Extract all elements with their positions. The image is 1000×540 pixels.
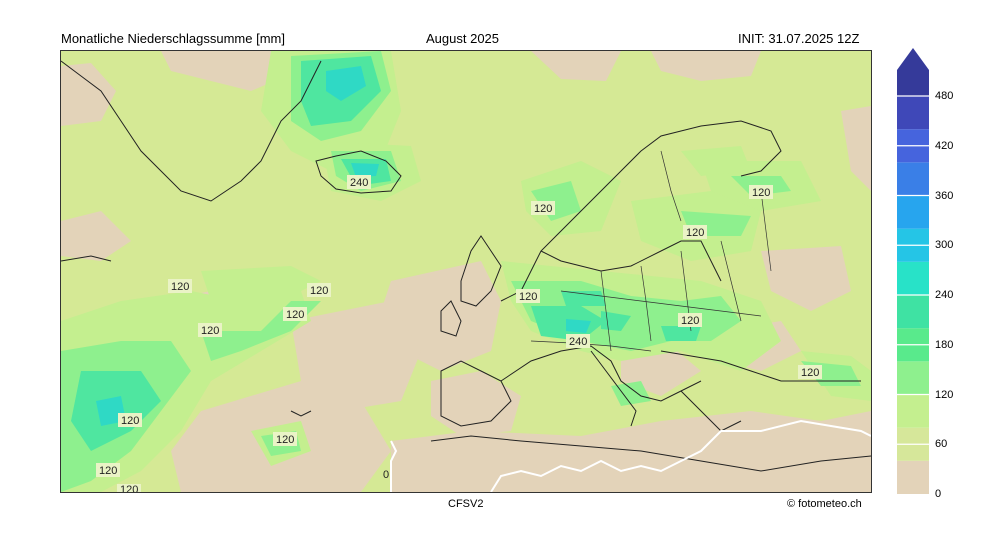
contour-label-finland: 120: [749, 185, 773, 199]
colorbar-tick-label: 240: [935, 289, 954, 301]
colorbar-blocks: [897, 70, 929, 494]
colorbar-segment: [897, 460, 929, 494]
colorbar-segment: [897, 394, 929, 428]
svg-text:120: 120: [201, 325, 219, 337]
contour-label-atlantic-mid-2: 120: [283, 307, 307, 321]
colorbar-segment: [897, 295, 929, 329]
svg-text:120: 120: [121, 415, 139, 427]
contour-label-atlantic-sw-2: 120: [96, 463, 120, 477]
contour-label-caucasus: 120: [798, 365, 822, 379]
contour-label-atlantic-mid-3: 120: [198, 323, 222, 337]
contour-label-poland: 120: [678, 313, 702, 327]
colorbar-tick-label: 60: [935, 438, 948, 451]
colorbar-tick-label: 0: [935, 488, 942, 500]
colorbar-overflow-arrow: [897, 48, 929, 70]
svg-text:120: 120: [534, 203, 552, 215]
contour-label-atlantic-mid-1: 120: [307, 283, 331, 297]
colorbar-segment: [897, 70, 929, 96]
contour-label-norway: 120: [531, 201, 555, 215]
coastlines: [61, 60, 871, 472]
colorbar-segment: [897, 361, 929, 395]
svg-text:120: 120: [276, 434, 294, 446]
init-time-label: INIT: 31.07.2025 12Z: [738, 31, 860, 46]
contour-label-alps: 240: [566, 334, 590, 348]
colorbar-tick-label: 300: [935, 239, 954, 252]
colorbar-tick-lines: [897, 95, 929, 445]
colorbar-tick-label: 120: [935, 388, 954, 401]
colorbar-tick-label: 180: [935, 338, 954, 351]
map-canvas: 240 120 120 120 120 120 120 120 120 240 …: [61, 51, 871, 492]
svg-text:240: 240: [350, 177, 368, 189]
svg-text:120: 120: [681, 315, 699, 327]
svg-text:0: 0: [383, 469, 389, 481]
contour-label-benelux: 120: [516, 289, 540, 303]
precipitation-map: 240 120 120 120 120 120 120 120 120 240 …: [60, 50, 872, 493]
svg-text:120: 120: [171, 281, 189, 293]
svg-text:120: 120: [519, 291, 537, 303]
colorbar-segment: [897, 162, 929, 196]
contour-label-sahara: 0: [383, 469, 389, 481]
contour-label-iceland: 240: [347, 175, 371, 189]
contour-label-atlantic-sw: 120: [118, 413, 142, 427]
svg-text:120: 120: [120, 484, 138, 492]
credit-label: © fotometeo.ch: [787, 498, 862, 510]
contour-label-baltic: 120: [683, 225, 707, 239]
chart-title: Monatliche Niederschlagssumme [mm]: [61, 31, 285, 46]
colorbar-tick-label: 360: [935, 189, 954, 202]
contour-label-atlantic-s: 120: [273, 432, 297, 446]
period-label: August 2025: [426, 31, 500, 46]
colorbar-segment: [897, 195, 929, 229]
contour-label-atlantic-north: 120: [168, 279, 192, 293]
contour-label-group: 240 120 120 120 120 120 120 120 120 240 …: [96, 175, 822, 492]
zero-contour: [390, 419, 871, 492]
colorbar-tick-label: 480: [935, 90, 954, 102]
contour-label-atlantic-sw-3: 120: [117, 484, 141, 492]
svg-text:120: 120: [752, 187, 770, 199]
svg-text:120: 120: [99, 465, 117, 477]
colorbar-tick-label: 420: [935, 139, 954, 152]
colorbar-segment: [897, 96, 929, 130]
colorbar: [897, 48, 929, 494]
svg-text:120: 120: [286, 309, 304, 321]
colorbar-segment: [897, 261, 929, 295]
model-label: CFSV2: [448, 498, 484, 510]
svg-text:240: 240: [569, 336, 587, 348]
svg-text:120: 120: [310, 285, 328, 297]
svg-text:120: 120: [801, 367, 819, 379]
svg-text:120: 120: [686, 227, 704, 239]
